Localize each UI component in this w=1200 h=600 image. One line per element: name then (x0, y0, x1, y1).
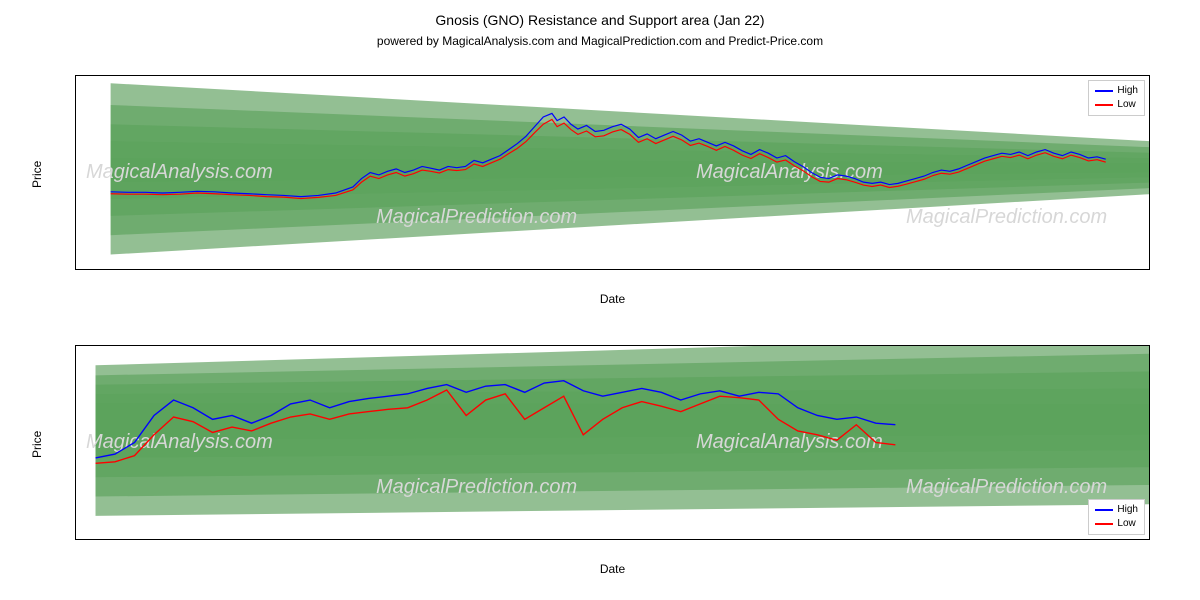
legend-label: Low (1117, 517, 1135, 531)
bottom-plot-svg (76, 346, 1149, 539)
legend-item: Low (1095, 98, 1138, 112)
bottom-chart-panel: MagicalAnalysis.com MagicalPrediction.co… (75, 345, 1150, 540)
figure: Gnosis (GNO) Resistance and Support area… (0, 0, 1200, 600)
y-axis-label: Price (30, 430, 44, 457)
legend-label: Low (1117, 98, 1135, 112)
x-axis-label: Date (75, 562, 1150, 576)
y-axis-label: Price (30, 160, 44, 187)
legend: HighLow (1088, 499, 1145, 535)
chart-subtitle: powered by MagicalAnalysis.com and Magic… (0, 34, 1200, 48)
legend-label: High (1117, 84, 1138, 98)
legend-label: High (1117, 503, 1138, 517)
x-axis-label: Date (75, 292, 1150, 306)
legend-swatch (1095, 104, 1113, 106)
legend-item: Low (1095, 517, 1138, 531)
legend: HighLow (1088, 80, 1145, 116)
top-plot-svg (76, 76, 1149, 269)
legend-item: High (1095, 503, 1138, 517)
legend-swatch (1095, 523, 1113, 525)
legend-swatch (1095, 509, 1113, 511)
legend-item: High (1095, 84, 1138, 98)
chart-title: Gnosis (GNO) Resistance and Support area… (0, 12, 1200, 28)
legend-swatch (1095, 90, 1113, 92)
top-chart-panel: MagicalAnalysis.com MagicalPrediction.co… (75, 75, 1150, 270)
